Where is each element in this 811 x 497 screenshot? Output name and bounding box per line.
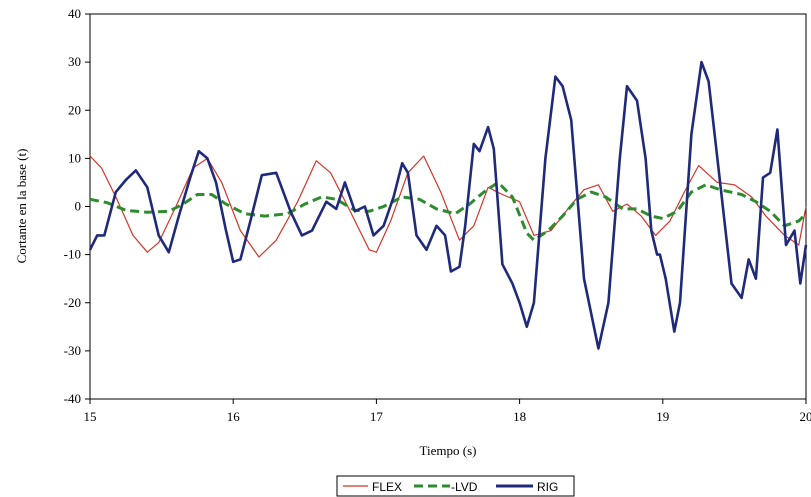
y-tick-label: -40 [64, 391, 81, 406]
y-tick-label: -10 [64, 247, 81, 262]
series-line-lvd [89, 180, 808, 242]
legend-box [336, 475, 575, 497]
y-tick-label: 30 [68, 54, 81, 69]
y-tick-label: -20 [64, 295, 81, 310]
x-axis-ticks: 15 16 17 18 19 20 [84, 399, 811, 424]
x-tick-label: 18 [513, 409, 526, 424]
x-tick-label: 20 [800, 409, 811, 424]
legend: FLEX -LVD RIG [336, 475, 575, 497]
x-tick-label: 17 [370, 409, 384, 424]
y-tick-label: -30 [64, 343, 81, 358]
y-tick-label: 20 [68, 102, 81, 117]
y-tick-label: 40 [68, 6, 81, 21]
x-tick-label: 16 [227, 409, 241, 424]
plot-area [89, 13, 807, 400]
y-axis-title: Cortante en la base (t) [14, 149, 29, 264]
series-line-rig [88, 60, 808, 350]
x-axis-title: Tiempo (s) [420, 443, 477, 458]
x-tick-label: 15 [84, 409, 97, 424]
legend-lvd-label: -LVD [451, 480, 478, 494]
legend-rig-label: RIG [537, 480, 558, 494]
y-tick-label: 10 [68, 150, 81, 165]
x-tick-label: 19 [656, 409, 669, 424]
legend-flex-label: FLEX [372, 480, 402, 494]
y-tick-label: 0 [75, 199, 82, 214]
y-axis-ticks: 40 30 20 10 0 -10 -20 -30 -40 [64, 6, 90, 406]
series-lines [88, 60, 808, 350]
